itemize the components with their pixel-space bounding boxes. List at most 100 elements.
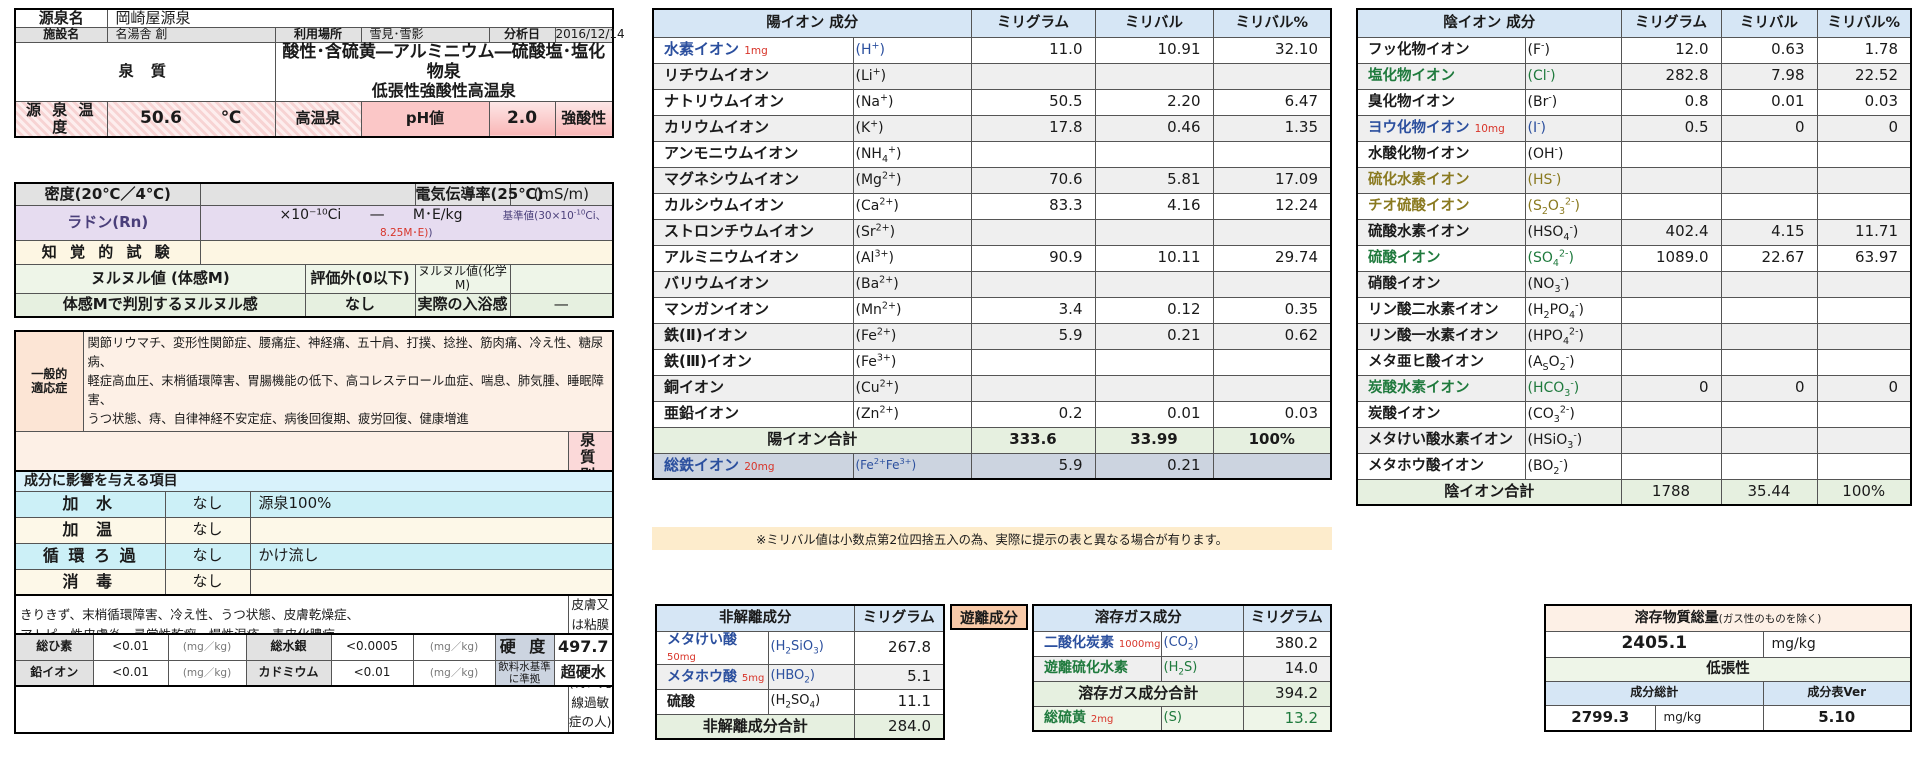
- usage-label-2: 循 環 ろ 過: [14, 542, 166, 570]
- ion-mg: [1620, 322, 1722, 350]
- bath-value: —: [509, 292, 614, 318]
- ion-meq: [1720, 348, 1818, 376]
- ion-formula: (NH4+): [852, 140, 972, 168]
- ion-name: カルシウムイオン: [652, 192, 854, 220]
- temp-value: 50.6 ℃: [106, 100, 276, 138]
- component-name: メタホウ酸 5mg: [655, 663, 769, 690]
- ion-formula: (Ba2+): [852, 270, 972, 298]
- nuru-value: 評価外(0以下): [304, 264, 416, 294]
- ion-formula: (Ca2+): [852, 192, 972, 220]
- ion-formula: (HCO3-): [1524, 374, 1622, 402]
- ion-formula: (HSO4-): [1524, 218, 1622, 246]
- table-row: 硫化水素イオン (HS-): [1356, 166, 1912, 194]
- ion-mg: [1620, 452, 1722, 480]
- usage-table: 成分に影響を与える項目 加 水 なし 源泉100% 加 温 なし 循 環 ろ 過…: [14, 470, 614, 596]
- undissociated-total-mg: 284.0: [853, 713, 945, 740]
- component-formula: (H2SO4): [767, 688, 855, 715]
- ion-pct: [1816, 322, 1912, 350]
- cation-title: 陽イオン 成分: [652, 8, 972, 38]
- component-formula: (H2S): [1160, 655, 1244, 682]
- total-iron-mg: 5.9: [970, 452, 1096, 480]
- ion-mg: [1620, 296, 1722, 324]
- ion-meq: [1720, 270, 1818, 298]
- cation-total-meq: 33.99: [1094, 426, 1214, 454]
- trace-label-1-1: 鉛イオン: [14, 659, 94, 687]
- ion-name: メタけい酸水素イオン: [1356, 426, 1526, 454]
- undissociated-col-mg: ミリグラム: [853, 604, 945, 632]
- ion-name: 水酸化物イオン: [1356, 140, 1526, 168]
- table-row: 塩化物イオン (Cl-) 282.8 7.98 22.52: [1356, 62, 1912, 90]
- ion-formula: (HS-): [1524, 166, 1622, 194]
- ion-meq: [1094, 348, 1214, 376]
- ion-name: マンガンイオン: [652, 296, 854, 324]
- cation-total-label: 陽イオン合計: [652, 426, 972, 454]
- trace-unit-1-1: (mg／kg): [167, 659, 247, 687]
- ion-name: 炭酸水素イオン: [1356, 374, 1526, 402]
- ion-meq: 0: [1720, 114, 1818, 142]
- total-iron-row: 総鉄イオン 20mg (Fe2+Fe3+) 5.9 0.21: [652, 452, 1332, 480]
- ion-name: 硫酸イオン: [1356, 244, 1526, 272]
- ion-name: メタ亜ヒ酸イオン: [1356, 348, 1526, 376]
- table-row: ヨウ化物イオン 10mg (I-) 0.5 0 0: [1356, 114, 1912, 142]
- component-mg: 267.8: [853, 630, 945, 665]
- general-indications-label: 一般的 適応症: [14, 330, 84, 433]
- temp-number: 50.6: [140, 108, 182, 128]
- ion-meq: [1720, 426, 1818, 454]
- conductivity-label: 電気伝導率(25℃): [414, 182, 543, 206]
- component-name: メタけい酸 50mg: [655, 630, 769, 665]
- ion-mg: [1620, 166, 1722, 194]
- total-dissolved-value: 2405.1: [1544, 630, 1764, 658]
- table-row: メタけい酸 50mg (H2SiO3) 267.8: [655, 630, 945, 665]
- ion-pct: 0.62: [1212, 322, 1332, 350]
- ion-pct: [1212, 270, 1332, 298]
- nuru-chem-value: [509, 264, 614, 294]
- ion-mg: 90.9: [970, 244, 1096, 272]
- component-formula: (CO2): [1160, 630, 1244, 657]
- free-component-label-text: 遊離成分: [960, 610, 1018, 627]
- ion-pct: [1816, 452, 1912, 480]
- trace-value-1-1: <0.01: [92, 659, 169, 687]
- hardness-value: 497.7: [553, 633, 614, 661]
- trace-value-0-2: <0.0005: [330, 633, 414, 661]
- ion-pct: 32.10: [1212, 36, 1332, 64]
- table-row: ナトリウムイオン (Na+) 50.5 2.20 6.47: [652, 88, 1332, 116]
- total-iron-label: 総鉄イオン 20mg: [652, 452, 854, 480]
- ion-pct: 63.97: [1816, 244, 1912, 272]
- ion-name: カリウムイオン: [652, 114, 854, 142]
- density-label: 密度(20℃／4℃): [14, 182, 201, 206]
- ion-pct: 17.09: [1212, 166, 1332, 194]
- cation-col-mg: ミリグラム: [970, 8, 1096, 38]
- table-row: カルシウムイオン (Ca2+) 83.3 4.16 12.24: [652, 192, 1332, 220]
- ion-mg: 5.9: [970, 322, 1096, 350]
- conductivity-unit: (mS/m): [509, 182, 614, 206]
- ion-pct: 29.74: [1212, 244, 1332, 272]
- ion-formula: (Fe2+): [852, 322, 972, 350]
- ion-pct: [1816, 426, 1912, 454]
- ion-mg: 0: [1620, 374, 1722, 402]
- total-dissolved-title: 溶存物質総量(ガス性のものを除く): [1544, 604, 1912, 632]
- table-row: アルミニウムイオン (Al3+) 90.9 10.11 29.74: [652, 244, 1332, 272]
- density-value: [199, 182, 416, 206]
- ion-formula: (F-): [1524, 36, 1622, 64]
- ion-pct: 6.47: [1212, 88, 1332, 116]
- ion-meq: [1094, 270, 1214, 298]
- free-component-label: 遊離成分: [950, 604, 1028, 630]
- source-header-table: 源泉名 岡崎屋源泉 施設名 名湯舎 創 利用場所 雪見･雪影 分析日 2016/…: [14, 8, 625, 139]
- ion-mg: 0.8: [1620, 88, 1722, 116]
- ion-name: フッ化物イオン: [1356, 36, 1526, 64]
- ion-mg: 70.6: [970, 166, 1096, 194]
- usage-value-2: なし: [164, 542, 251, 570]
- ion-mg: 12.0: [1620, 36, 1722, 64]
- ion-mg: 17.8: [970, 114, 1096, 142]
- ion-pct: [1816, 192, 1912, 220]
- ion-mg: [970, 62, 1096, 90]
- table-row: マンガンイオン (Mn2+) 3.4 0.12 0.35: [652, 296, 1332, 324]
- component-name: 二酸化炭素 1000mg: [1032, 630, 1162, 657]
- table-row: 硫酸水素イオン (HSO4-) 402.4 4.15 11.71: [1356, 218, 1912, 246]
- bath-label: 実際の入浴感: [414, 292, 511, 318]
- ion-pct: 12.24: [1212, 192, 1332, 220]
- tonicity-value: 低張性: [1544, 656, 1912, 682]
- table-row: メタ亜ヒ酸イオン (ASO2-): [1356, 348, 1912, 376]
- anion-col-mg: ミリグラム: [1620, 8, 1722, 38]
